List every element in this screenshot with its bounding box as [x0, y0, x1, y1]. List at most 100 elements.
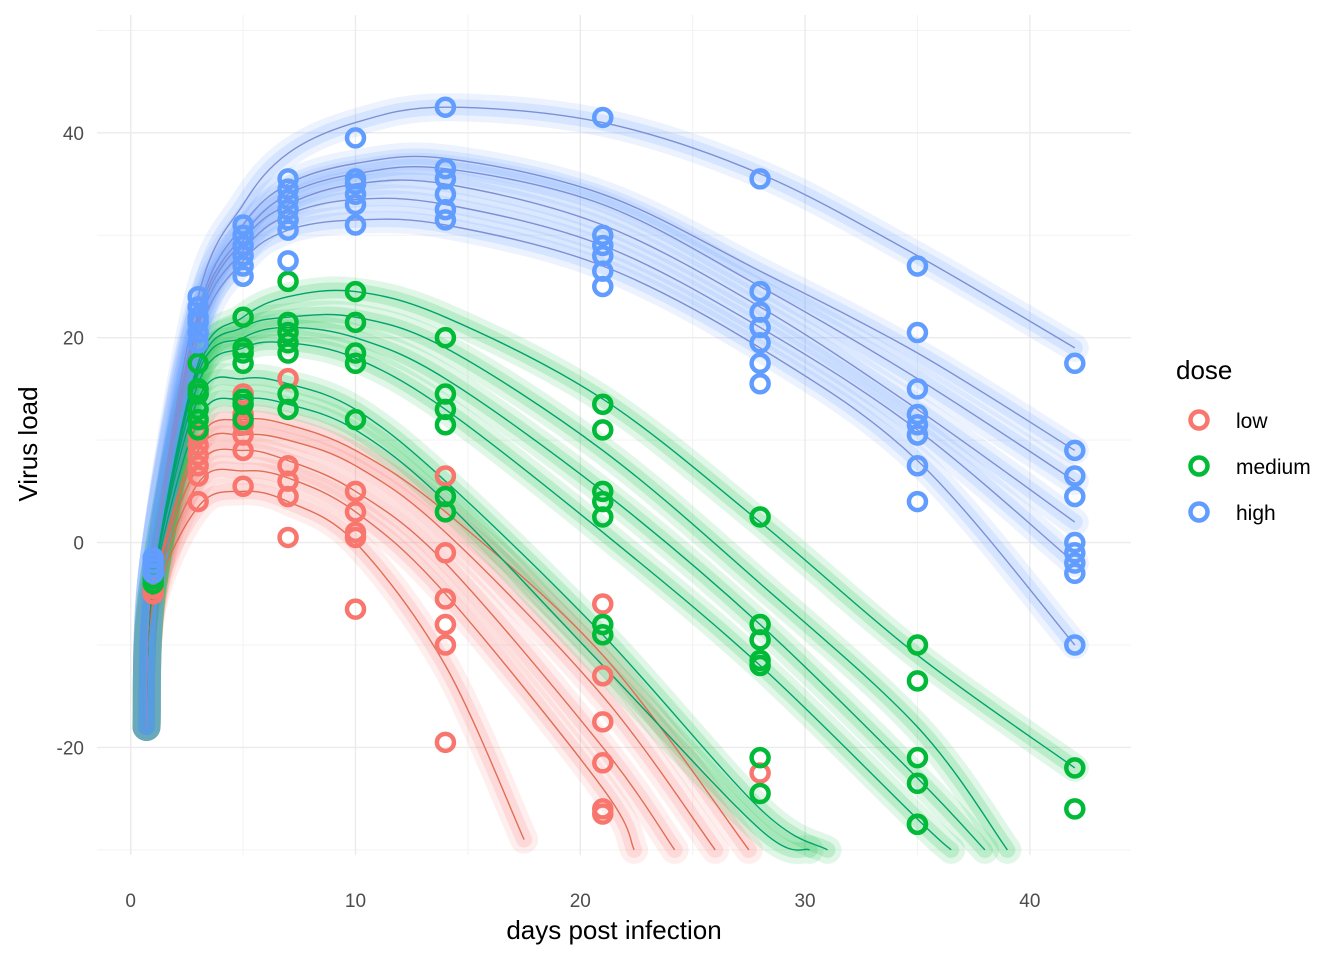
- x-tick-label: 10: [345, 891, 366, 912]
- point-high: [906, 403, 929, 426]
- point-low: [344, 521, 367, 544]
- fit-line-high: [145, 218, 1076, 728]
- fit-line-medium: [145, 341, 952, 851]
- point-medium: [906, 813, 929, 836]
- point-medium: [344, 311, 367, 334]
- point-low: [592, 593, 614, 615]
- point-medium: [592, 419, 614, 441]
- point-high: [277, 178, 299, 200]
- legend-key-high: [1188, 501, 1210, 523]
- point-medium: [187, 408, 209, 431]
- point-high: [1064, 634, 1086, 656]
- point-high: [1064, 562, 1086, 585]
- point-medium: [592, 393, 614, 416]
- point-high: [277, 250, 299, 272]
- point-medium: [277, 383, 299, 405]
- point-high: [1064, 352, 1086, 375]
- minor-gridlines: [97, 15, 1131, 855]
- point-high: [749, 352, 771, 375]
- legend-key-medium: [1188, 455, 1210, 477]
- point-low: [344, 480, 367, 503]
- point-medium: [592, 480, 614, 503]
- point-high: [592, 224, 614, 246]
- point-high: [1064, 485, 1086, 508]
- point-high: [434, 96, 457, 118]
- point-low: [434, 465, 457, 487]
- point-low: [187, 490, 209, 513]
- point-high: [1064, 465, 1086, 487]
- point-low: [187, 454, 209, 477]
- point-low: [232, 475, 254, 497]
- point-medium: [232, 337, 254, 359]
- point-medium: [749, 746, 771, 769]
- point-high: [277, 198, 299, 221]
- point-medium: [749, 506, 771, 528]
- point-high: [277, 219, 299, 241]
- point-medium: [277, 332, 299, 354]
- point-high: [232, 265, 254, 287]
- point-low: [434, 731, 457, 754]
- fit-line-high: [145, 155, 1076, 728]
- point-medium: [906, 772, 929, 795]
- point-medium: [434, 485, 457, 508]
- point-low: [592, 752, 614, 774]
- point-medium: [344, 280, 367, 303]
- point-high: [906, 378, 929, 400]
- point-high: [232, 255, 254, 277]
- point-high: [749, 301, 771, 323]
- point-high: [434, 168, 457, 190]
- point-high: [906, 321, 929, 344]
- point-high: [187, 285, 209, 308]
- point-high: [232, 244, 254, 267]
- point-medium: [187, 352, 209, 375]
- point-high: [344, 127, 367, 149]
- point-high: [232, 214, 254, 236]
- point-medium: [277, 311, 299, 334]
- point-high: [434, 157, 457, 180]
- point-high: [1064, 542, 1086, 564]
- point-high: [749, 280, 771, 303]
- x-axis-title: days post infection: [506, 915, 721, 945]
- point-medium: [592, 613, 614, 636]
- point-high: [906, 490, 929, 513]
- point-medium: [232, 388, 254, 410]
- point-low: [592, 798, 614, 820]
- point-medium: [906, 634, 929, 656]
- point-medium: [187, 378, 209, 400]
- point-high: [1064, 552, 1086, 574]
- point-low: [344, 501, 367, 523]
- point-high: [232, 224, 254, 246]
- point-high: [906, 414, 929, 436]
- point-medium: [277, 321, 299, 344]
- point-medium: [344, 408, 367, 431]
- x-tick-labels: 0 10 20 30 40: [125, 891, 1040, 912]
- point-high: [344, 168, 367, 190]
- point-low: [187, 465, 209, 487]
- point-high: [277, 209, 299, 231]
- point-high: [142, 562, 164, 585]
- point-low: [344, 598, 367, 620]
- point-high: [344, 193, 367, 216]
- point-high: [187, 332, 209, 354]
- y-axis-title: Virus load: [13, 386, 43, 501]
- point-low: [434, 542, 457, 564]
- x-tick-label: 30: [794, 891, 815, 912]
- point-medium: [1064, 798, 1086, 820]
- point-medium: [749, 782, 771, 805]
- point-medium: [592, 624, 614, 646]
- y-tick-labels: -20 0 20 40: [57, 124, 84, 760]
- y-tick-label: -20: [57, 738, 84, 759]
- point-medium: [344, 352, 367, 375]
- point-medium: [344, 342, 367, 364]
- point-medium: [749, 629, 771, 651]
- fit-line-medium: [145, 289, 1076, 769]
- point-low: [277, 526, 299, 549]
- point-medium: [592, 490, 614, 513]
- major-gridlines: [97, 15, 1131, 855]
- point-high: [906, 454, 929, 477]
- point-medium: [906, 746, 929, 769]
- point-high: [187, 306, 209, 328]
- point-low: [592, 664, 614, 687]
- point-medium: [906, 670, 929, 692]
- y-tick-label: 0: [73, 534, 84, 555]
